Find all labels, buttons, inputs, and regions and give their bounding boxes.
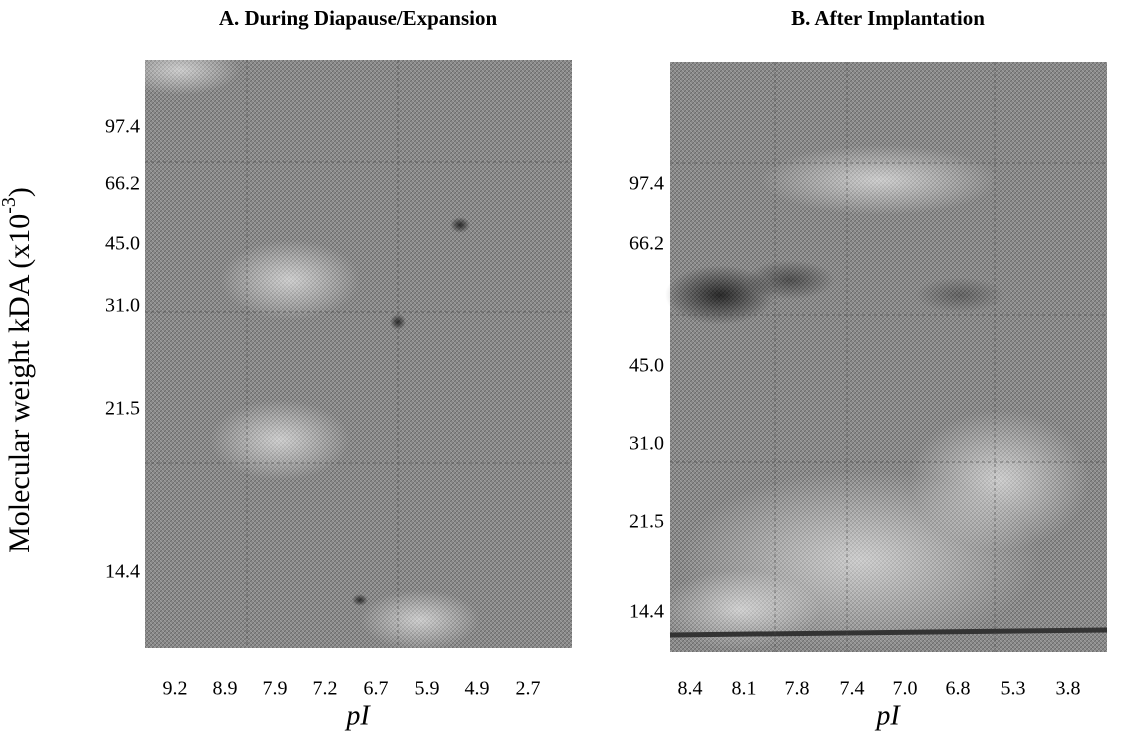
x-axis-label: pI [344,700,371,731]
panel-title: B. After Implantation [791,6,985,30]
x-tick-label: 7.2 [313,678,338,700]
x-tick-label: 5.3 [1001,678,1026,700]
x-tick-label: 6.7 [364,678,389,700]
gel-a [120,45,572,650]
x-tick-label: 7.4 [840,678,865,700]
x-tick-label: 9.2 [163,678,188,700]
y-axis-label-superscript: -3 [0,197,20,214]
y-tick-label: 31.0 [105,295,140,317]
x-tick-label: 4.9 [465,678,490,700]
gel-b [660,62,1108,652]
x-tick-label: 3.8 [1056,678,1081,700]
x-tick-label: 6.8 [946,678,971,700]
y-tick-label: 97.4 [629,173,664,195]
y-tick-label: 97.4 [105,116,140,138]
x-tick-label: 8.1 [732,678,757,700]
y-tick-label: 66.2 [105,173,140,195]
x-tick-label: 5.9 [415,678,440,700]
y-axis-label-close: ) [3,187,36,197]
x-tick-label: 8.4 [678,678,703,700]
x-tick-label: 7.8 [785,678,810,700]
x-tick-label: 7.0 [893,678,918,700]
y-axis-label: Molecular weight kDA (x10-3) [0,187,36,553]
y-tick-label: 14.4 [629,601,664,623]
x-tick-label: 2.7 [516,678,541,700]
y-tick-label: 45.0 [629,355,664,377]
y-tick-label: 14.4 [105,561,140,583]
x-tick-label: 8.9 [213,678,238,700]
x-axis-label: pI [874,700,901,731]
y-tick-label: 21.5 [105,398,140,420]
y-tick-label: 45.0 [105,233,140,255]
panel-title: A. During Diapause/Expansion [219,6,498,30]
y-tick-label: 21.5 [629,511,664,533]
y-tick-label: 66.2 [629,233,664,255]
y-axis-label-text: Molecular weight kDA (x10 [3,214,36,553]
x-tick-label: 7.9 [263,678,288,700]
y-tick-label: 31.0 [629,433,664,455]
